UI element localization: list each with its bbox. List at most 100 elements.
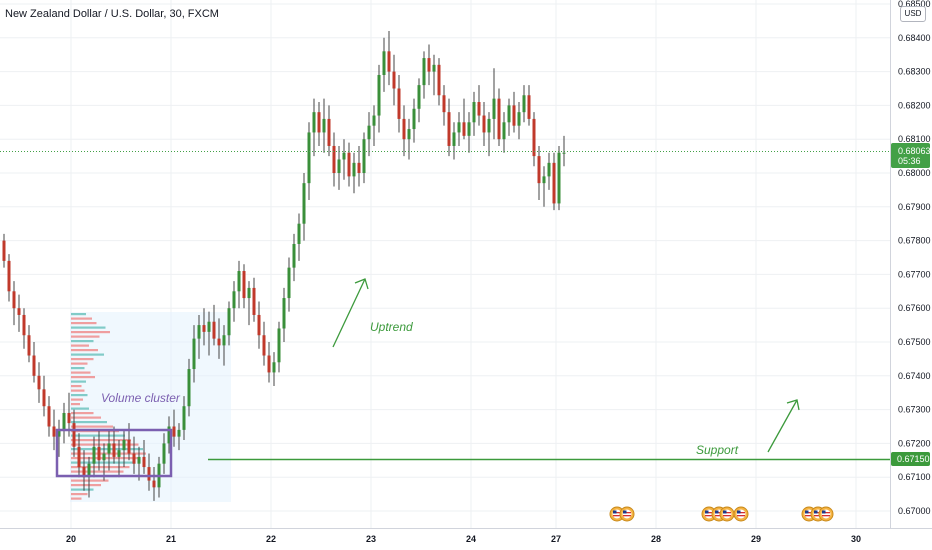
volume-profile-row [71,344,89,347]
candle-body [222,335,226,346]
price-tick-label: 0.68500 [898,0,931,9]
volume-profile-row [71,443,139,446]
candle-body [357,162,361,173]
volume-profile-row [71,403,80,406]
candle-body [202,325,206,332]
candle-body [87,463,91,478]
candle-body [512,105,516,126]
candle-body [112,443,116,457]
candle-body [307,132,311,184]
volume-profile-row [71,376,95,379]
volume-profile-row [71,470,124,473]
volume-profile-row [71,461,136,464]
candle-body [337,159,341,173]
volume-profile-row [71,340,94,343]
time-tick-label: 29 [751,534,761,544]
time-tick-label: 23 [366,534,376,544]
price-axis-labels: 0.68500 0.68400 0.68300 0.68200 0.68100 0.680… [898,0,931,516]
candle-body [542,176,546,184]
us-event-flag-icon[interactable] [719,506,735,522]
support-arrowhead [786,399,800,411]
candle-body [412,108,416,130]
candle-body [497,98,501,140]
volume-profile-row [71,407,89,410]
candle-body [147,467,151,481]
volume-profile-row [71,362,88,365]
volume-profile-row [71,488,94,491]
us-event-flag-icon[interactable] [619,506,635,522]
candle-body [127,440,131,454]
uptrend-label: Uptrend [370,320,413,334]
candles [2,31,566,501]
candle-body [177,429,181,437]
time-tick-label: 28 [651,534,661,544]
candle-body [97,446,101,461]
candle-body [367,125,371,140]
candle-body [427,58,431,72]
candle-body [312,112,316,133]
candle-body [102,453,106,461]
candle-body [62,412,66,430]
candle-body [37,375,41,390]
volume-profile-row [71,398,83,401]
candle-body [212,321,216,339]
time-axis-labels: 20 21 22 23 24 27 28 29 30 [66,534,861,544]
us-event-flag-icon[interactable] [818,506,834,522]
candle-body [22,314,26,336]
time-tick-label: 24 [466,534,476,544]
candle-body [317,112,321,133]
candle-body [442,95,446,113]
volume-cluster-box[interactable] [55,428,173,478]
volume-profile-row [71,317,92,320]
price-tick-label: 0.67200 [898,438,931,448]
candle-body [517,112,521,126]
volume-profile-row [71,412,94,415]
candle-body [42,389,46,407]
volume-profile-row [71,313,86,316]
price-tick-label: 0.67600 [898,303,931,313]
candle-body [277,328,281,363]
candle-body [77,446,81,468]
candle-body [247,287,251,299]
us-event-flag-icon[interactable] [733,506,749,522]
candle-body [272,362,276,373]
candle-body [322,118,326,133]
candle-body [417,85,421,109]
candle-body [182,406,186,430]
price-tick-label: 0.68300 [898,67,931,77]
candle-body [82,467,86,478]
candle-body [107,443,111,454]
candle-body [522,95,526,113]
candle-body [327,118,331,146]
candle-body [92,446,96,464]
candle-body [47,406,51,427]
candle-body [502,122,506,140]
support-arrow[interactable] [767,399,798,453]
candle-body [437,64,441,96]
candle-body [297,223,301,244]
countdown-timer: 05:36 [898,156,921,166]
candle-body [67,412,71,424]
candle-body [132,453,136,464]
uptrend-arrow[interactable] [332,278,366,348]
volume-profile-row [71,439,131,442]
grid-lines [0,0,890,528]
volume-profile-row [71,466,130,469]
currency-selector[interactable]: USD [900,6,926,22]
candle-body [372,115,376,126]
candle-body [407,129,411,140]
volume-profile-row [71,484,101,487]
candle-body [562,152,566,154]
last-price-badge [891,143,930,168]
candle-body [287,267,291,299]
candle-body [377,74,381,116]
candle-body [57,429,61,437]
candle-body [122,440,126,451]
volume-profile-row [71,425,113,428]
candle-body [267,355,271,373]
time-tick-label: 20 [66,534,76,544]
candle-body [292,243,296,268]
candle-body [422,58,426,86]
candle-body [167,426,171,444]
